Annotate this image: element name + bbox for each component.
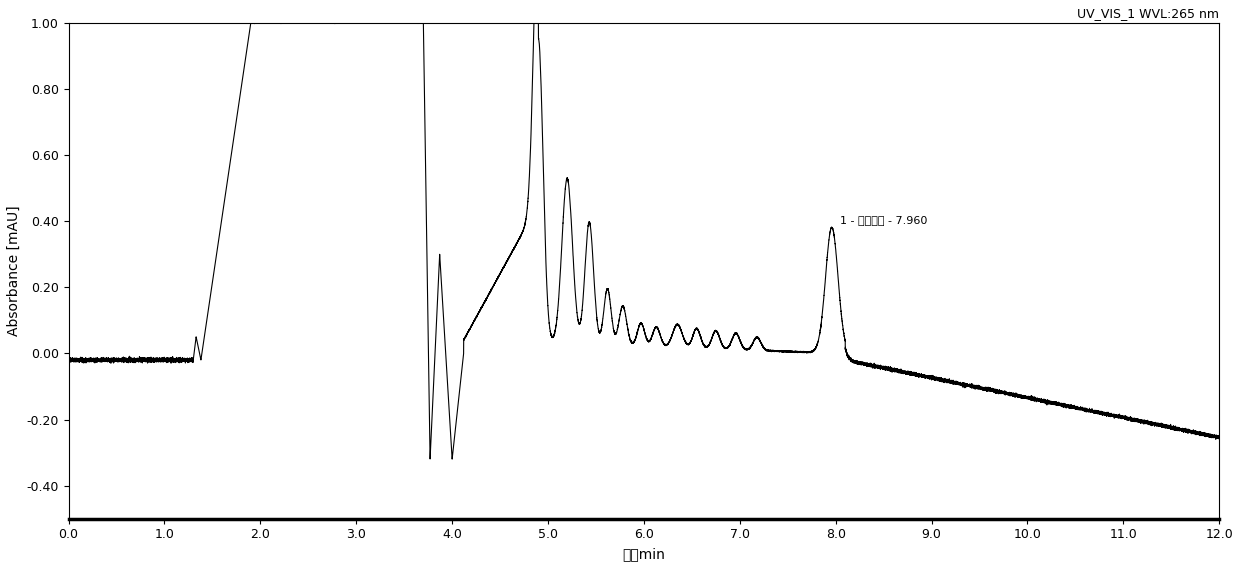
Text: 1 - 骨化三醇 - 7.960: 1 - 骨化三醇 - 7.960 bbox=[841, 215, 928, 225]
Text: UV_VIS_1 WVL:265 nm: UV_VIS_1 WVL:265 nm bbox=[1078, 7, 1219, 20]
Y-axis label: Absorbance [mAU]: Absorbance [mAU] bbox=[7, 205, 21, 336]
X-axis label: 时间min: 时间min bbox=[622, 547, 666, 561]
